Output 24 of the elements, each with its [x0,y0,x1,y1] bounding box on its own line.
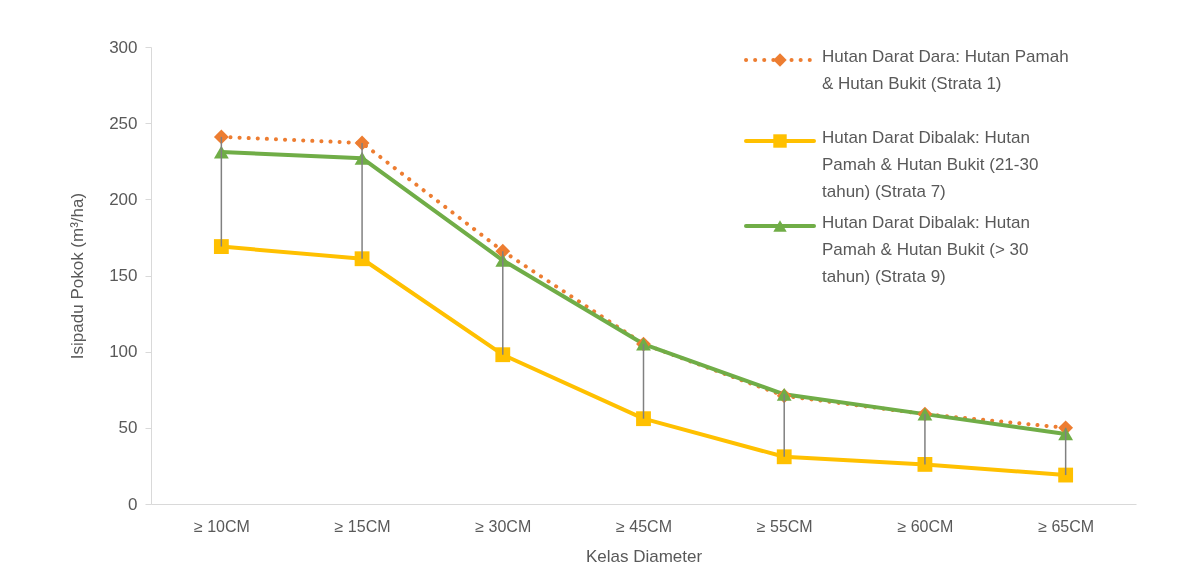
y-tick-label: 50 [118,418,138,438]
x-axis-title: Kelas Diameter [585,546,703,566]
x-tick-label: ≥ 15CM [334,517,391,535]
legend-label: Hutan Darat Dibalak: Hutan Pamah & Hutan Bukit (> 30 tahun) (Strata 9) [822,213,1030,286]
x-tick-label: ≥ 10CM [193,517,250,535]
x-tick-label: ≥ 30CM [475,517,532,535]
x-tick-label: ≥ 55CM [756,517,813,535]
y-tick-label: 200 [109,189,138,209]
legend-label: Hutan Darat Dibalak: Hutan Pamah & Hutan Bukit (21-30 tahun) (Strata 7) [822,128,1039,201]
point [213,239,229,254]
y-tick-label: 300 [109,37,138,57]
y-tick-label: 100 [109,342,138,362]
y-tick-label: 150 [109,266,138,285]
point [776,449,792,465]
x-tick-label: ≥ 65CM [1038,517,1095,535]
y-axis-title: Isipadu Pokok (m³/ha) [68,192,88,360]
point [636,411,651,427]
y-tick-label: 0 [128,494,138,514]
point [495,347,511,363]
y-tick-label: 250 [109,113,138,133]
point [1058,467,1074,483]
legend-label: Hutan Darat Dara: Hutan Pamah & Hutan Bukit (Strata 1) [822,47,1069,93]
x-tick-label: ≥ 45CM [616,517,672,535]
x-tick-label: ≥ 60CM [897,517,954,535]
